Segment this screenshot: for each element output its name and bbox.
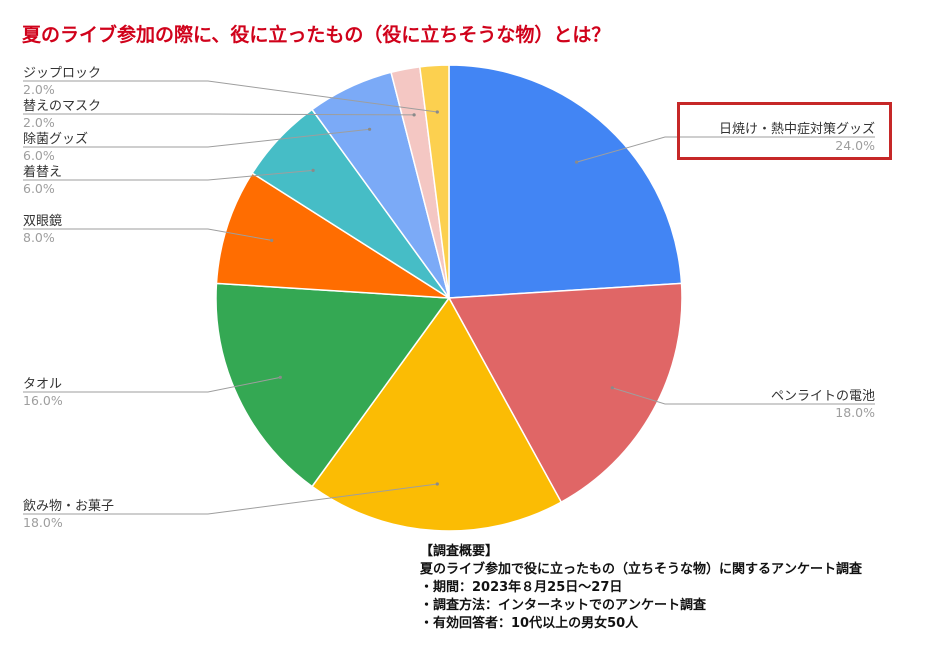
leader-line-8 xyxy=(23,113,415,116)
leader-lines xyxy=(23,80,875,515)
leader-dot-8 xyxy=(412,113,416,117)
survey-period: ・期間：2023年８月25日～27日 xyxy=(420,580,623,595)
survey-respondents: ・有効回答者：10代以上の男女50人 xyxy=(420,616,639,631)
leader-dot-2 xyxy=(610,386,614,390)
slice-label-9: ジップロック xyxy=(23,66,101,81)
leader-line-2 xyxy=(612,387,875,405)
leader-line-5 xyxy=(23,228,272,241)
highlight-box xyxy=(677,102,892,160)
slice-label-6: 着替え xyxy=(23,164,62,180)
slice-label-1: 日焼け・熱中症対策グッズ xyxy=(719,121,875,137)
leader-line-6 xyxy=(23,169,314,181)
slice-label-8: 替えのマスク xyxy=(23,99,101,114)
chart-title: 夏のライブ参加の際に、役に立ったもの（役に立ちそうな物）とは？ xyxy=(22,24,611,46)
slice-percent-4: 16.0% xyxy=(23,393,63,408)
leader-line-1 xyxy=(576,136,875,163)
leader-dot-4 xyxy=(278,375,282,379)
slice-label-4: タオル xyxy=(23,377,62,392)
slice-label-7: 除菌グッズ xyxy=(23,131,88,147)
leader-dot-6 xyxy=(311,168,315,172)
survey-subject: 夏のライブ参加で役に立ったもの（立ちそうな物）に関するアンケート調査 xyxy=(420,562,863,577)
leader-line-9 xyxy=(23,80,438,113)
slice-labels: 日焼け・熱中症対策グッズ24.0%ペンライトの電池18.0%飲み物・お菓子18.… xyxy=(23,66,875,530)
pie-slices xyxy=(215,64,683,532)
pie-slice-9 xyxy=(418,64,450,299)
slice-percent-8: 2.0% xyxy=(23,115,55,130)
leader-dot-1 xyxy=(575,160,579,164)
slice-percent-1: 24.0% xyxy=(835,138,875,153)
leader-dot-9 xyxy=(435,110,439,114)
leader-dot-7 xyxy=(368,127,372,131)
slice-label-3: 飲み物・お菓子 xyxy=(23,498,114,514)
pie-slice-1 xyxy=(448,64,683,299)
leader-line-3 xyxy=(23,483,438,515)
slice-percent-9: 2.0% xyxy=(23,82,55,97)
survey-summary: 【調査概要】 夏のライブ参加で役に立ったもの（立ちそうな物）に関するアンケート調… xyxy=(420,543,862,633)
leader-dot-3 xyxy=(435,482,439,486)
slice-percent-6: 6.0% xyxy=(23,181,55,196)
slice-percent-5: 8.0% xyxy=(23,230,55,245)
slice-label-2: ペンライトの電池 xyxy=(771,389,875,404)
pie-slice-3 xyxy=(311,296,563,532)
slice-percent-3: 18.0% xyxy=(23,515,63,530)
slice-label-5: 双眼鏡 xyxy=(23,214,62,229)
slice-percent-7: 6.0% xyxy=(23,148,55,163)
slice-percent-2: 18.0% xyxy=(835,405,875,420)
survey-heading: 【調査概要】 xyxy=(420,544,499,559)
leader-dot-5 xyxy=(270,238,274,242)
leader-line-4 xyxy=(23,376,281,393)
survey-method: ・調査方法：インターネットでのアンケート調査 xyxy=(420,598,707,613)
pie-slice-4 xyxy=(215,282,451,488)
pie-slice-2 xyxy=(447,282,683,504)
leader-line-7 xyxy=(23,128,370,148)
